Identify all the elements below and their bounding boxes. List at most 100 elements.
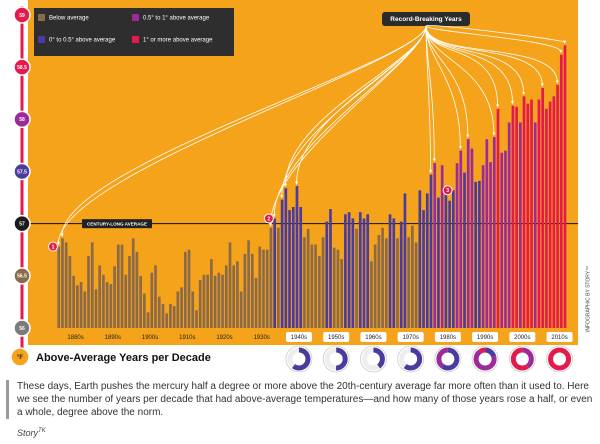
bar xyxy=(381,227,384,328)
donut-segment xyxy=(473,347,497,371)
legend-label: 1° or more above average xyxy=(143,38,213,44)
bar xyxy=(183,251,187,328)
record-arrow xyxy=(425,25,436,162)
bar xyxy=(492,137,496,328)
bar xyxy=(210,259,213,328)
bar xyxy=(332,247,336,328)
x-tick-label: 2000s xyxy=(514,335,530,341)
bar xyxy=(530,99,533,328)
donut-segment xyxy=(510,347,534,371)
bar xyxy=(444,193,448,328)
bar xyxy=(280,199,284,328)
bar xyxy=(213,275,217,328)
bar xyxy=(157,296,161,328)
record-arrow xyxy=(425,25,559,84)
bar xyxy=(165,313,169,328)
average-label-box xyxy=(82,219,152,229)
bar xyxy=(303,237,306,328)
bar xyxy=(347,212,351,328)
bar xyxy=(336,249,340,328)
bar xyxy=(455,163,459,328)
bar xyxy=(396,238,399,328)
bar xyxy=(284,188,288,328)
caption: These days, Earth pushes the mercury hal… xyxy=(6,380,595,419)
bar xyxy=(124,274,128,328)
marker-label: 2 xyxy=(268,216,271,222)
subtitle: Above-Average Years per Decade xyxy=(36,352,211,364)
x-tick xyxy=(509,332,536,342)
bar xyxy=(143,293,146,328)
bar xyxy=(481,165,485,328)
x-tick-label: 1960s xyxy=(365,335,381,341)
bar xyxy=(474,181,478,328)
bar xyxy=(448,200,451,328)
bar xyxy=(399,221,403,328)
bar xyxy=(358,212,362,328)
unit-badge xyxy=(10,347,30,367)
record-arrow xyxy=(425,25,567,44)
unit-label: °F xyxy=(17,355,23,361)
bar xyxy=(355,228,358,328)
bar xyxy=(388,214,392,328)
bar xyxy=(377,235,381,328)
bar xyxy=(87,256,90,328)
bar xyxy=(291,206,295,328)
legend-swatch xyxy=(38,14,45,21)
bar xyxy=(418,190,422,328)
bar xyxy=(269,227,273,328)
y-tick-label: 56.5 xyxy=(17,274,27,280)
bar xyxy=(57,246,61,328)
bar xyxy=(459,150,463,328)
x-tick-label: 1970s xyxy=(402,335,418,341)
bar xyxy=(559,54,563,328)
bar xyxy=(478,180,481,328)
legend-label: 0° to 0.5° above average xyxy=(49,38,116,44)
bar xyxy=(243,253,247,328)
bar xyxy=(500,152,504,328)
record-arrow xyxy=(425,25,470,138)
bar xyxy=(90,242,94,328)
x-tick xyxy=(323,332,350,342)
bar xyxy=(563,45,567,329)
record-arrow xyxy=(294,25,427,185)
bar xyxy=(150,272,154,328)
bar xyxy=(172,306,176,328)
y-tick-label: 57 xyxy=(19,221,25,227)
record-arrow xyxy=(60,25,427,237)
x-tick-label: 1920s xyxy=(216,335,232,341)
bar xyxy=(411,225,414,328)
bar xyxy=(370,261,373,328)
bar xyxy=(79,282,83,328)
chart: Record-Breaking Years Above-Average Year… xyxy=(10,0,591,373)
y-tick xyxy=(13,267,31,285)
bar xyxy=(545,108,548,329)
bar xyxy=(116,244,120,328)
bar xyxy=(109,284,113,328)
legend-swatch xyxy=(132,14,139,21)
bar xyxy=(198,280,202,328)
signature: StoryTK xyxy=(17,428,46,438)
bar xyxy=(425,193,429,328)
bar xyxy=(537,99,541,328)
y-tick-label: 56 xyxy=(19,326,25,332)
x-tick-label: 2010s xyxy=(551,335,567,341)
bar xyxy=(217,272,221,328)
bar xyxy=(161,304,165,328)
x-tick xyxy=(285,332,312,342)
y-tick xyxy=(13,110,31,129)
bar xyxy=(76,285,79,328)
credit: INFOGRAPHIC BY STORY™ xyxy=(585,266,591,332)
bar xyxy=(526,103,530,328)
legend-swatch xyxy=(38,36,45,43)
marker xyxy=(263,213,274,224)
bar xyxy=(463,172,466,328)
bar xyxy=(273,218,276,328)
bar xyxy=(295,186,299,328)
bar xyxy=(94,289,98,328)
donut-segment xyxy=(548,347,572,371)
bar xyxy=(504,150,507,328)
y-tick xyxy=(13,6,31,24)
bar xyxy=(221,274,224,328)
signature-sup: TK xyxy=(38,428,46,434)
bar xyxy=(277,227,280,328)
